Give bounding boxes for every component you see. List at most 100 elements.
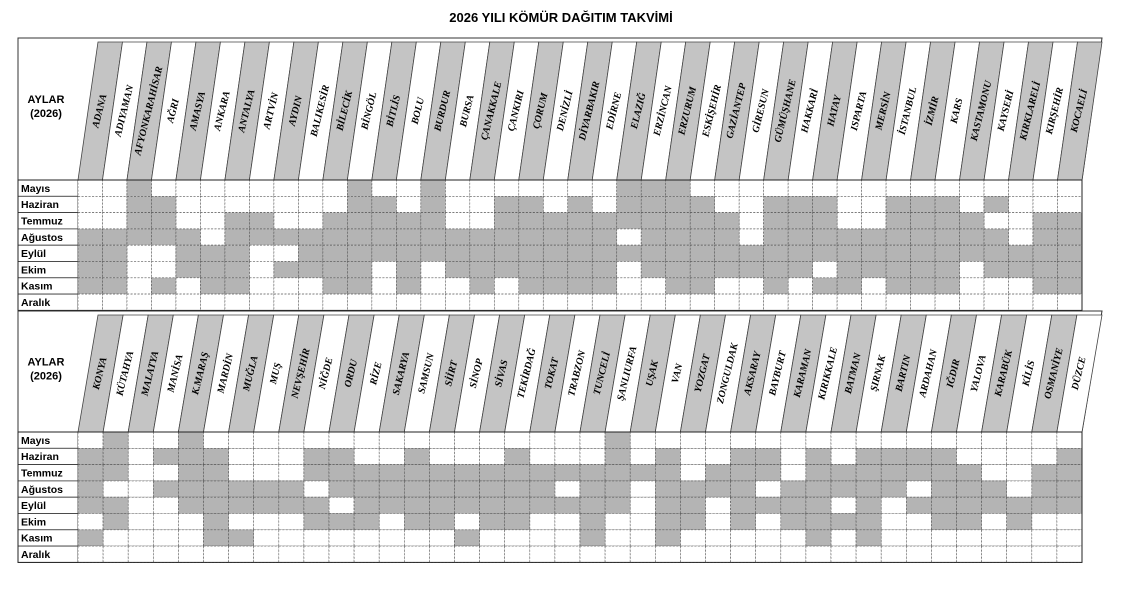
cell <box>126 293 152 311</box>
cell <box>102 529 129 547</box>
shaded-cell <box>665 196 691 213</box>
cell <box>554 529 581 547</box>
shaded-cell <box>479 496 506 514</box>
cell <box>830 447 857 465</box>
cell <box>983 293 1009 311</box>
cell <box>1008 196 1034 213</box>
shaded-cell <box>347 261 373 279</box>
cell <box>812 293 838 311</box>
shaded-cell <box>604 431 631 449</box>
cell <box>127 447 154 465</box>
shaded-cell <box>469 244 495 262</box>
shaded-cell <box>689 212 715 230</box>
shaded-cell <box>591 212 618 230</box>
shaded-cell <box>880 447 907 465</box>
shaded-cell <box>1056 480 1083 498</box>
shaded-cell <box>542 244 569 262</box>
shaded-cell <box>616 244 642 262</box>
cell <box>861 277 887 295</box>
shaded-cell <box>1032 212 1058 230</box>
cell <box>1006 480 1033 498</box>
shaded-cell <box>278 480 305 498</box>
shaded-cell <box>249 228 275 246</box>
month-label: Mayıs <box>21 435 50 447</box>
shaded-cell <box>830 480 857 498</box>
cell <box>322 179 348 197</box>
cell <box>126 244 152 262</box>
cell <box>755 529 782 547</box>
cell <box>479 447 506 465</box>
cell <box>680 431 706 449</box>
cell <box>738 179 764 197</box>
shaded-cell <box>403 513 430 531</box>
shaded-cell <box>1032 228 1058 246</box>
cell <box>1032 179 1058 197</box>
shaded-cell <box>322 277 348 295</box>
cell <box>396 293 422 311</box>
cell <box>153 513 179 531</box>
cell <box>855 545 882 563</box>
cell <box>200 293 226 311</box>
shaded-cell <box>885 261 911 279</box>
grid-frame <box>17 179 1083 311</box>
month-label: Ağustos <box>21 232 63 244</box>
shaded-cell <box>680 496 706 514</box>
cell <box>861 179 887 197</box>
shaded-cell <box>604 480 631 498</box>
cell <box>518 293 544 311</box>
cell <box>714 293 740 311</box>
cell <box>830 545 857 563</box>
cell <box>378 447 405 465</box>
cell <box>934 293 960 311</box>
shaded-cell <box>885 196 911 213</box>
cell <box>253 431 280 449</box>
shaded-cell <box>518 261 544 279</box>
cell <box>780 464 807 482</box>
shaded-cell <box>959 228 985 246</box>
shaded-cell <box>454 480 480 498</box>
cell <box>228 464 255 482</box>
shaded-cell <box>396 244 422 262</box>
shaded-cell <box>654 480 681 498</box>
cell <box>200 179 226 197</box>
shaded-cell <box>153 447 179 465</box>
shaded-cell <box>905 464 932 482</box>
cell <box>1032 196 1058 213</box>
cell <box>127 513 154 531</box>
cell <box>780 447 807 465</box>
shaded-cell <box>861 228 887 246</box>
shaded-cell <box>689 277 715 295</box>
cell <box>787 179 813 197</box>
shaded-cell <box>529 464 556 482</box>
cell <box>102 179 128 197</box>
cell <box>705 513 731 531</box>
shaded-cell <box>959 212 985 230</box>
shaded-cell <box>787 228 813 246</box>
shaded-cell <box>1008 261 1034 279</box>
cell <box>629 480 656 498</box>
shaded-cell <box>542 212 569 230</box>
cell <box>910 179 936 197</box>
cell <box>249 277 275 295</box>
shaded-cell <box>77 228 103 246</box>
shaded-cell <box>763 228 789 246</box>
shaded-cell <box>322 228 348 246</box>
shaded-cell <box>77 277 103 295</box>
cell <box>77 212 103 230</box>
shaded-cell <box>836 228 862 246</box>
shaded-cell <box>77 244 103 262</box>
shaded-cell <box>956 496 982 514</box>
cell <box>981 513 1007 531</box>
shaded-cell <box>153 480 179 498</box>
shaded-cell <box>981 480 1007 498</box>
shaded-cell <box>469 277 495 295</box>
shaded-cell <box>420 179 446 197</box>
corner-label: (2026) <box>30 108 62 120</box>
cell <box>469 196 495 213</box>
shaded-cell <box>579 529 606 547</box>
shaded-cell <box>787 196 813 213</box>
cell <box>665 293 691 311</box>
cell <box>200 196 226 213</box>
cell <box>905 545 932 563</box>
shaded-cell <box>640 179 667 197</box>
